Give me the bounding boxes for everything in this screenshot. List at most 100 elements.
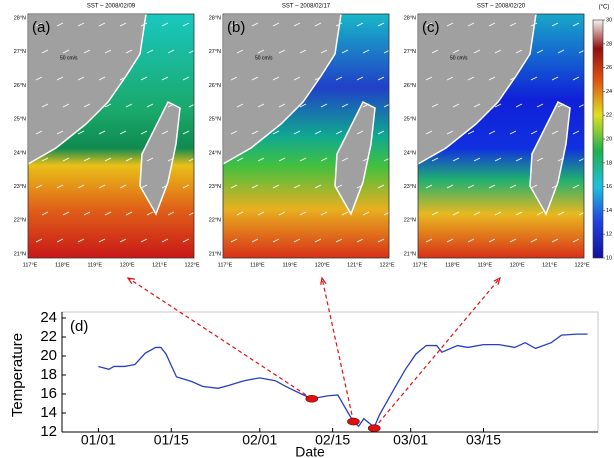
colorbar-tick-label: 28 <box>606 41 612 47</box>
current-arrow <box>167 103 175 108</box>
current-arrow <box>293 238 301 243</box>
current-arrow <box>140 22 148 27</box>
current-arrow <box>467 238 475 243</box>
current-arrow <box>257 211 265 216</box>
lat-tick-label: 21°N <box>209 251 221 257</box>
y-axis-label: Temperature <box>9 333 26 417</box>
lon-tick-label: 121°E <box>347 262 362 268</box>
current-arrow <box>230 238 238 243</box>
current-arrow <box>98 76 106 81</box>
current-arrow <box>452 103 460 108</box>
scale-label: 50 cm/s <box>60 55 78 61</box>
current-arrow <box>125 103 133 108</box>
y-tick-label: 18 <box>40 366 57 383</box>
current-arrow <box>119 238 127 243</box>
lat-tick-label: 26°N <box>404 83 416 89</box>
current-arrow <box>446 238 454 243</box>
arrow-head <box>126 277 135 285</box>
pointer-arrow <box>321 277 355 422</box>
lat-tick-label: 25°N <box>14 117 26 123</box>
current-arrow <box>314 22 322 27</box>
current-arrow <box>77 184 85 189</box>
current-arrow <box>356 130 364 135</box>
current-arrow <box>62 157 70 162</box>
current-arrow <box>551 76 559 81</box>
current-arrow <box>446 22 454 27</box>
current-arrow <box>320 211 328 216</box>
lon-tick-label: 122°E <box>379 262 394 268</box>
lat-tick-label: 25°N <box>209 117 221 123</box>
current-arrow <box>167 49 175 54</box>
colorbar-tick-label: 10 <box>606 255 612 261</box>
panel-label: (a) <box>32 19 50 36</box>
current-arrow <box>161 76 169 81</box>
lon-tick-label: 117°E <box>413 262 428 268</box>
colorbar-tick-label: 20 <box>606 136 612 142</box>
scale-label: 50 cm/s <box>255 55 273 61</box>
current-arrow <box>425 238 433 243</box>
lat-tick-label: 23°N <box>209 184 221 190</box>
current-arrow <box>182 130 190 135</box>
current-arrow <box>341 103 349 108</box>
current-arrow <box>299 157 307 162</box>
y-tick-label: 16 <box>40 385 57 402</box>
y-tick-label: 14 <box>40 404 57 421</box>
current-arrow <box>272 184 280 189</box>
current-arrow <box>536 103 544 108</box>
lon-tick-label: 122°E <box>184 262 199 268</box>
current-arrow <box>473 49 481 54</box>
current-arrow <box>293 184 301 189</box>
current-arrow <box>35 238 43 243</box>
lat-tick-label: 21°N <box>404 251 416 257</box>
current-arrow <box>230 184 238 189</box>
current-arrow <box>515 49 523 54</box>
current-arrow <box>125 49 133 54</box>
map-frame <box>222 13 390 259</box>
current-arrow <box>182 22 190 27</box>
current-arrow <box>182 184 190 189</box>
current-arrow <box>362 103 370 108</box>
current-arrow <box>467 22 475 27</box>
lon-tick-label: 120°E <box>510 262 525 268</box>
current-arrow <box>293 76 301 81</box>
current-arrow <box>509 184 517 189</box>
mainland <box>417 13 537 166</box>
current-arrow <box>446 130 454 135</box>
current-arrow <box>251 76 259 81</box>
current-arrow <box>488 22 496 27</box>
current-arrow <box>278 211 286 216</box>
current-arrow <box>446 184 454 189</box>
current-arrow <box>377 22 385 27</box>
current-arrow <box>293 22 301 27</box>
current-arrow <box>251 22 259 27</box>
current-arrow <box>83 157 91 162</box>
current-arrow <box>356 76 364 81</box>
current-arrow <box>62 211 70 216</box>
lon-tick-label: 117°E <box>218 262 233 268</box>
current-arrow <box>119 22 127 27</box>
current-arrow <box>452 157 460 162</box>
current-arrow <box>341 157 349 162</box>
current-arrow <box>56 130 64 135</box>
current-arrow <box>551 238 559 243</box>
current-arrow <box>119 76 127 81</box>
lat-tick-label: 27°N <box>14 49 26 55</box>
current-arrow <box>272 76 280 81</box>
current-arrow <box>557 49 565 54</box>
current-arrow <box>41 49 49 54</box>
current-arrow <box>431 49 439 54</box>
current-arrow <box>488 76 496 81</box>
current-arrow <box>509 76 517 81</box>
current-arrow <box>104 49 112 54</box>
current-arrow <box>551 184 559 189</box>
current-arrow <box>299 211 307 216</box>
map-frame <box>27 13 195 259</box>
current-arrow <box>236 157 244 162</box>
event-marker <box>367 424 381 433</box>
current-arrow <box>83 49 91 54</box>
lat-tick-label: 26°N <box>209 83 221 89</box>
current-arrow <box>278 49 286 54</box>
current-arrow <box>488 184 496 189</box>
current-arrow <box>320 157 328 162</box>
current-arrow <box>425 130 433 135</box>
